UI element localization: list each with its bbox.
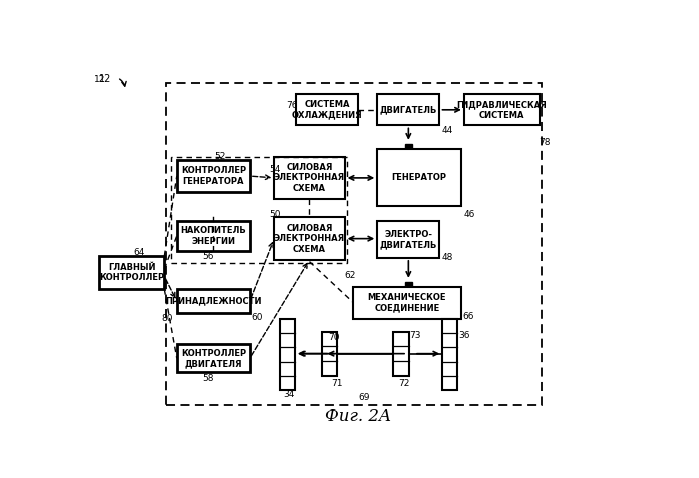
Bar — [274, 217, 345, 260]
Text: 73: 73 — [410, 331, 421, 340]
Text: 56: 56 — [202, 252, 213, 261]
Text: МЕХАНИЧЕСКОЕ
СОЕДИНЕНИЕ: МЕХАНИЧЕСКОЕ СОЕДИНЕНИЕ — [368, 293, 446, 313]
Bar — [274, 157, 345, 199]
Text: 46: 46 — [463, 210, 475, 219]
Text: 48: 48 — [442, 253, 454, 262]
Text: 12: 12 — [99, 75, 112, 85]
Text: ГИДРАВЛИЧЕСКАЯ
СИСТЕМА: ГИДРАВЛИЧЕСКАЯ СИСТЕМА — [456, 100, 547, 120]
Bar — [405, 282, 412, 286]
Bar — [405, 144, 412, 148]
Text: 54: 54 — [269, 165, 280, 174]
Text: 70: 70 — [328, 333, 340, 342]
Bar — [394, 332, 409, 376]
Text: ДВИГАТЕЛЬ: ДВИГАТЕЛЬ — [380, 105, 437, 114]
Text: 80: 80 — [161, 314, 173, 323]
Text: 34: 34 — [284, 390, 295, 399]
Text: 50: 50 — [269, 210, 280, 219]
Bar — [99, 256, 164, 289]
Text: 62: 62 — [344, 271, 355, 280]
Text: ПРИНАДЛЕЖНОСТИ: ПРИНАДЛЕЖНОСТИ — [165, 297, 261, 306]
Text: 66: 66 — [463, 312, 474, 321]
Bar — [280, 319, 295, 391]
Bar — [296, 94, 359, 125]
Text: 60: 60 — [251, 313, 263, 322]
Text: 72: 72 — [398, 379, 410, 388]
Text: ГЕНЕРАТОР: ГЕНЕРАТОР — [391, 174, 447, 183]
Bar — [166, 83, 542, 405]
Text: СИЛОВАЯ
ЭЛЕКТРОННАЯ
СХЕМА: СИЛОВАЯ ЭЛЕКТРОННАЯ СХЕМА — [274, 224, 345, 253]
Bar — [377, 94, 440, 125]
Text: СИСТЕМА
ОХЛАЖДЕНИЯ: СИСТЕМА ОХЛАЖДЕНИЯ — [291, 100, 362, 120]
Text: 76: 76 — [287, 101, 298, 110]
Bar — [171, 157, 347, 263]
Text: СИЛОВАЯ
ЭЛЕКТРОННАЯ
СХЕМА: СИЛОВАЯ ЭЛЕКТРОННАЯ СХЕМА — [274, 163, 345, 193]
Text: Фиг. 2A: Фиг. 2A — [325, 408, 391, 425]
Bar — [377, 150, 461, 206]
Bar — [177, 345, 250, 372]
Bar — [464, 94, 540, 125]
Text: НАКОПИТЕЛЬ
ЭНЕРГИИ: НАКОПИТЕЛЬ ЭНЕРГИИ — [180, 226, 246, 246]
Text: 64: 64 — [133, 248, 145, 257]
Bar — [177, 161, 250, 192]
Text: 78: 78 — [540, 138, 551, 147]
Text: 69: 69 — [358, 393, 369, 402]
Bar — [377, 221, 440, 258]
Text: 58: 58 — [202, 374, 213, 383]
Text: КОНТРОЛЛЕР
ДВИГАТЕЛЯ: КОНТРОЛЛЕР ДВИГАТЕЛЯ — [181, 348, 246, 368]
Text: 36: 36 — [458, 331, 470, 340]
Text: 71: 71 — [331, 379, 343, 388]
Text: 44: 44 — [442, 127, 453, 135]
Bar — [177, 289, 250, 313]
Text: КОНТРОЛЛЕР
ГЕНЕРАТОРА: КОНТРОЛЛЕР ГЕНЕРАТОРА — [181, 166, 246, 186]
Bar — [353, 287, 461, 319]
Bar — [177, 221, 250, 250]
Bar — [442, 319, 457, 391]
Text: 12: 12 — [94, 75, 105, 84]
Text: 52: 52 — [215, 152, 226, 161]
Bar — [322, 332, 337, 376]
Text: ГЛАВНЫЙ
КОНТРОЛЛЕР: ГЛАВНЫЙ КОНТРОЛЛЕР — [99, 263, 164, 282]
Text: ЭЛЕКТРО-
ДВИГАТЕЛЬ: ЭЛЕКТРО- ДВИГАТЕЛЬ — [380, 230, 437, 249]
